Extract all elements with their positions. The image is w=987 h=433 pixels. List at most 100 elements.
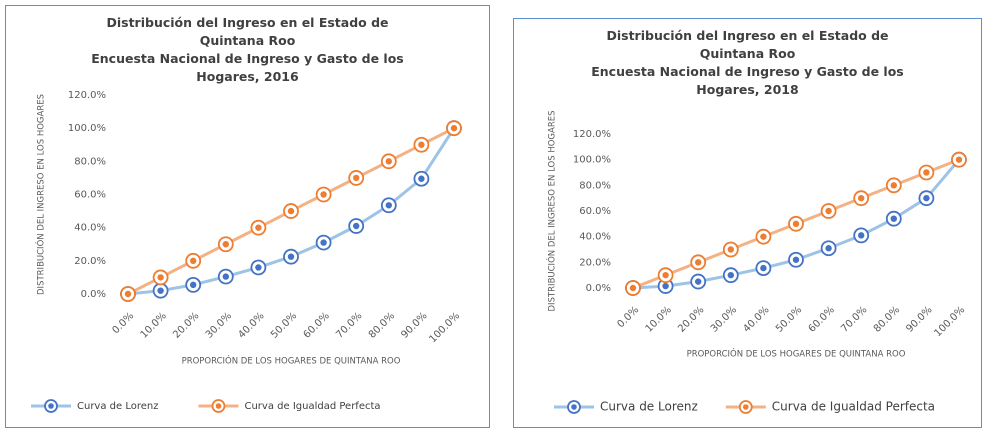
legend-dot (571, 404, 577, 410)
marker-dot (695, 278, 702, 285)
x-tick-label: 90.0% (399, 310, 429, 340)
marker-dot (287, 253, 295, 260)
y-tick-label: 100.0% (68, 123, 106, 134)
y-axis-title: DISTRIBUCIÓN DEL INGRESO EN LOS HOGARES (35, 94, 47, 295)
y-tick-label: 20.0% (579, 257, 611, 268)
title-block: Distribución del Ingreso en el Estado de… (514, 27, 981, 99)
marker-dot (825, 207, 832, 215)
marker-dot (858, 194, 865, 202)
marker (152, 282, 169, 299)
y-tick-label: 40.0% (74, 223, 106, 234)
marker (250, 259, 267, 276)
x-axis-title: PROPORCIÓN DE LOS HOGARES DE QUINTANA RO… (182, 355, 401, 367)
y-tick-label: 0.0% (81, 289, 106, 300)
x-tick-label: 80.0% (872, 304, 902, 334)
marker-dot (385, 158, 392, 165)
marker (853, 190, 870, 207)
legend-item: Curva de Igualdad Perfecta (725, 400, 935, 414)
marker-dot (287, 207, 295, 215)
marker (120, 286, 136, 302)
marker-dot (792, 256, 800, 263)
x-tick-label: 30.0% (204, 310, 234, 340)
marker (853, 227, 870, 244)
legend-item: Curva de Lorenz (554, 400, 698, 414)
marker-dot (825, 245, 832, 252)
x-tick-label: 60.0% (807, 304, 837, 334)
x-tick-label: 20.0% (676, 304, 706, 334)
legend-label: Curva de Igualdad Perfecta (244, 401, 380, 412)
marker (380, 153, 397, 170)
marker-dot (760, 264, 767, 272)
marker-dot (190, 281, 197, 289)
marker (690, 254, 707, 271)
legend-item: Curva de Lorenz (31, 399, 158, 413)
x-tick-label: 50.0% (774, 304, 804, 334)
marker-dot (923, 194, 930, 202)
chart-subtitle: Encuesta Nacional de Ingreso y Gasto de … (91, 51, 404, 84)
x-tick-label: 20.0% (171, 310, 201, 340)
marker-dot (890, 215, 897, 222)
legend-label: Curva de Igualdad Perfecta (772, 400, 935, 414)
x-axis-title: PROPORCIÓN DE LOS HOGARES DE QUINTANA RO… (687, 348, 906, 360)
x-tick-label: 100.0% (427, 310, 462, 345)
marker-dot (255, 264, 262, 271)
marker (315, 234, 332, 251)
marker-dot (190, 257, 197, 265)
marker (918, 190, 935, 207)
x-tick-label: 50.0% (269, 310, 299, 340)
marker (755, 228, 772, 245)
marker-dot (418, 175, 425, 182)
marker-dot (353, 174, 360, 182)
marker (820, 203, 837, 219)
marker (283, 203, 299, 219)
marker-dot (157, 287, 164, 294)
marker-dot (418, 141, 425, 148)
legend-dot (742, 404, 749, 410)
marker (820, 240, 837, 257)
y-tick-label: 120.0% (573, 129, 611, 140)
legend-dot (48, 403, 54, 409)
marker (657, 267, 674, 284)
marker-dot (955, 156, 963, 163)
x-tick-label: 0.0% (615, 304, 641, 330)
marker-dot (727, 246, 734, 253)
marker-dot (695, 259, 702, 266)
marker-dot (792, 220, 800, 228)
x-tick-label: 90.0% (904, 304, 934, 334)
y-tick-label: 20.0% (74, 256, 106, 267)
marker-dot (923, 169, 930, 176)
marker-dot (760, 233, 767, 240)
marker (348, 218, 365, 234)
y-tick-label: 100.0% (573, 155, 611, 166)
legend-dot (215, 403, 222, 409)
marker-dot (320, 191, 327, 198)
chart: 0.0% 20.0% 40.0% 60.0% 80.0% 100.0% 120.0% 0.0%… (31, 90, 462, 413)
marker (951, 151, 967, 168)
marker-dot (450, 124, 458, 132)
marker (217, 268, 234, 285)
marker-dot (124, 290, 132, 298)
marker (315, 186, 332, 203)
y-tick-label: 40.0% (579, 232, 611, 243)
marker-dot (255, 224, 262, 231)
marker (722, 241, 739, 258)
marker (918, 164, 935, 181)
x-tick-label: 70.0% (334, 310, 364, 340)
marker (152, 269, 169, 286)
chart-panel: Distribución del Ingreso en el Estado de… (5, 5, 490, 428)
marker-dot (222, 273, 229, 280)
marker (250, 219, 267, 236)
marker (283, 248, 299, 265)
y-tick-label: 0.0% (586, 283, 611, 294)
legend-item: Curva de Igualdad Perfecta (198, 399, 381, 413)
marker (722, 267, 739, 284)
chart-subtitle: Encuesta Nacional de Ingreso y Gasto de … (591, 64, 904, 97)
y-tick-label: 60.0% (74, 190, 106, 201)
x-tick-label: 10.0% (644, 304, 674, 334)
marker-dot (222, 241, 229, 248)
marker (755, 260, 772, 277)
marker (185, 252, 202, 269)
marker-dot (662, 271, 669, 279)
marker (348, 170, 365, 186)
x-tick-label: 60.0% (302, 310, 332, 340)
